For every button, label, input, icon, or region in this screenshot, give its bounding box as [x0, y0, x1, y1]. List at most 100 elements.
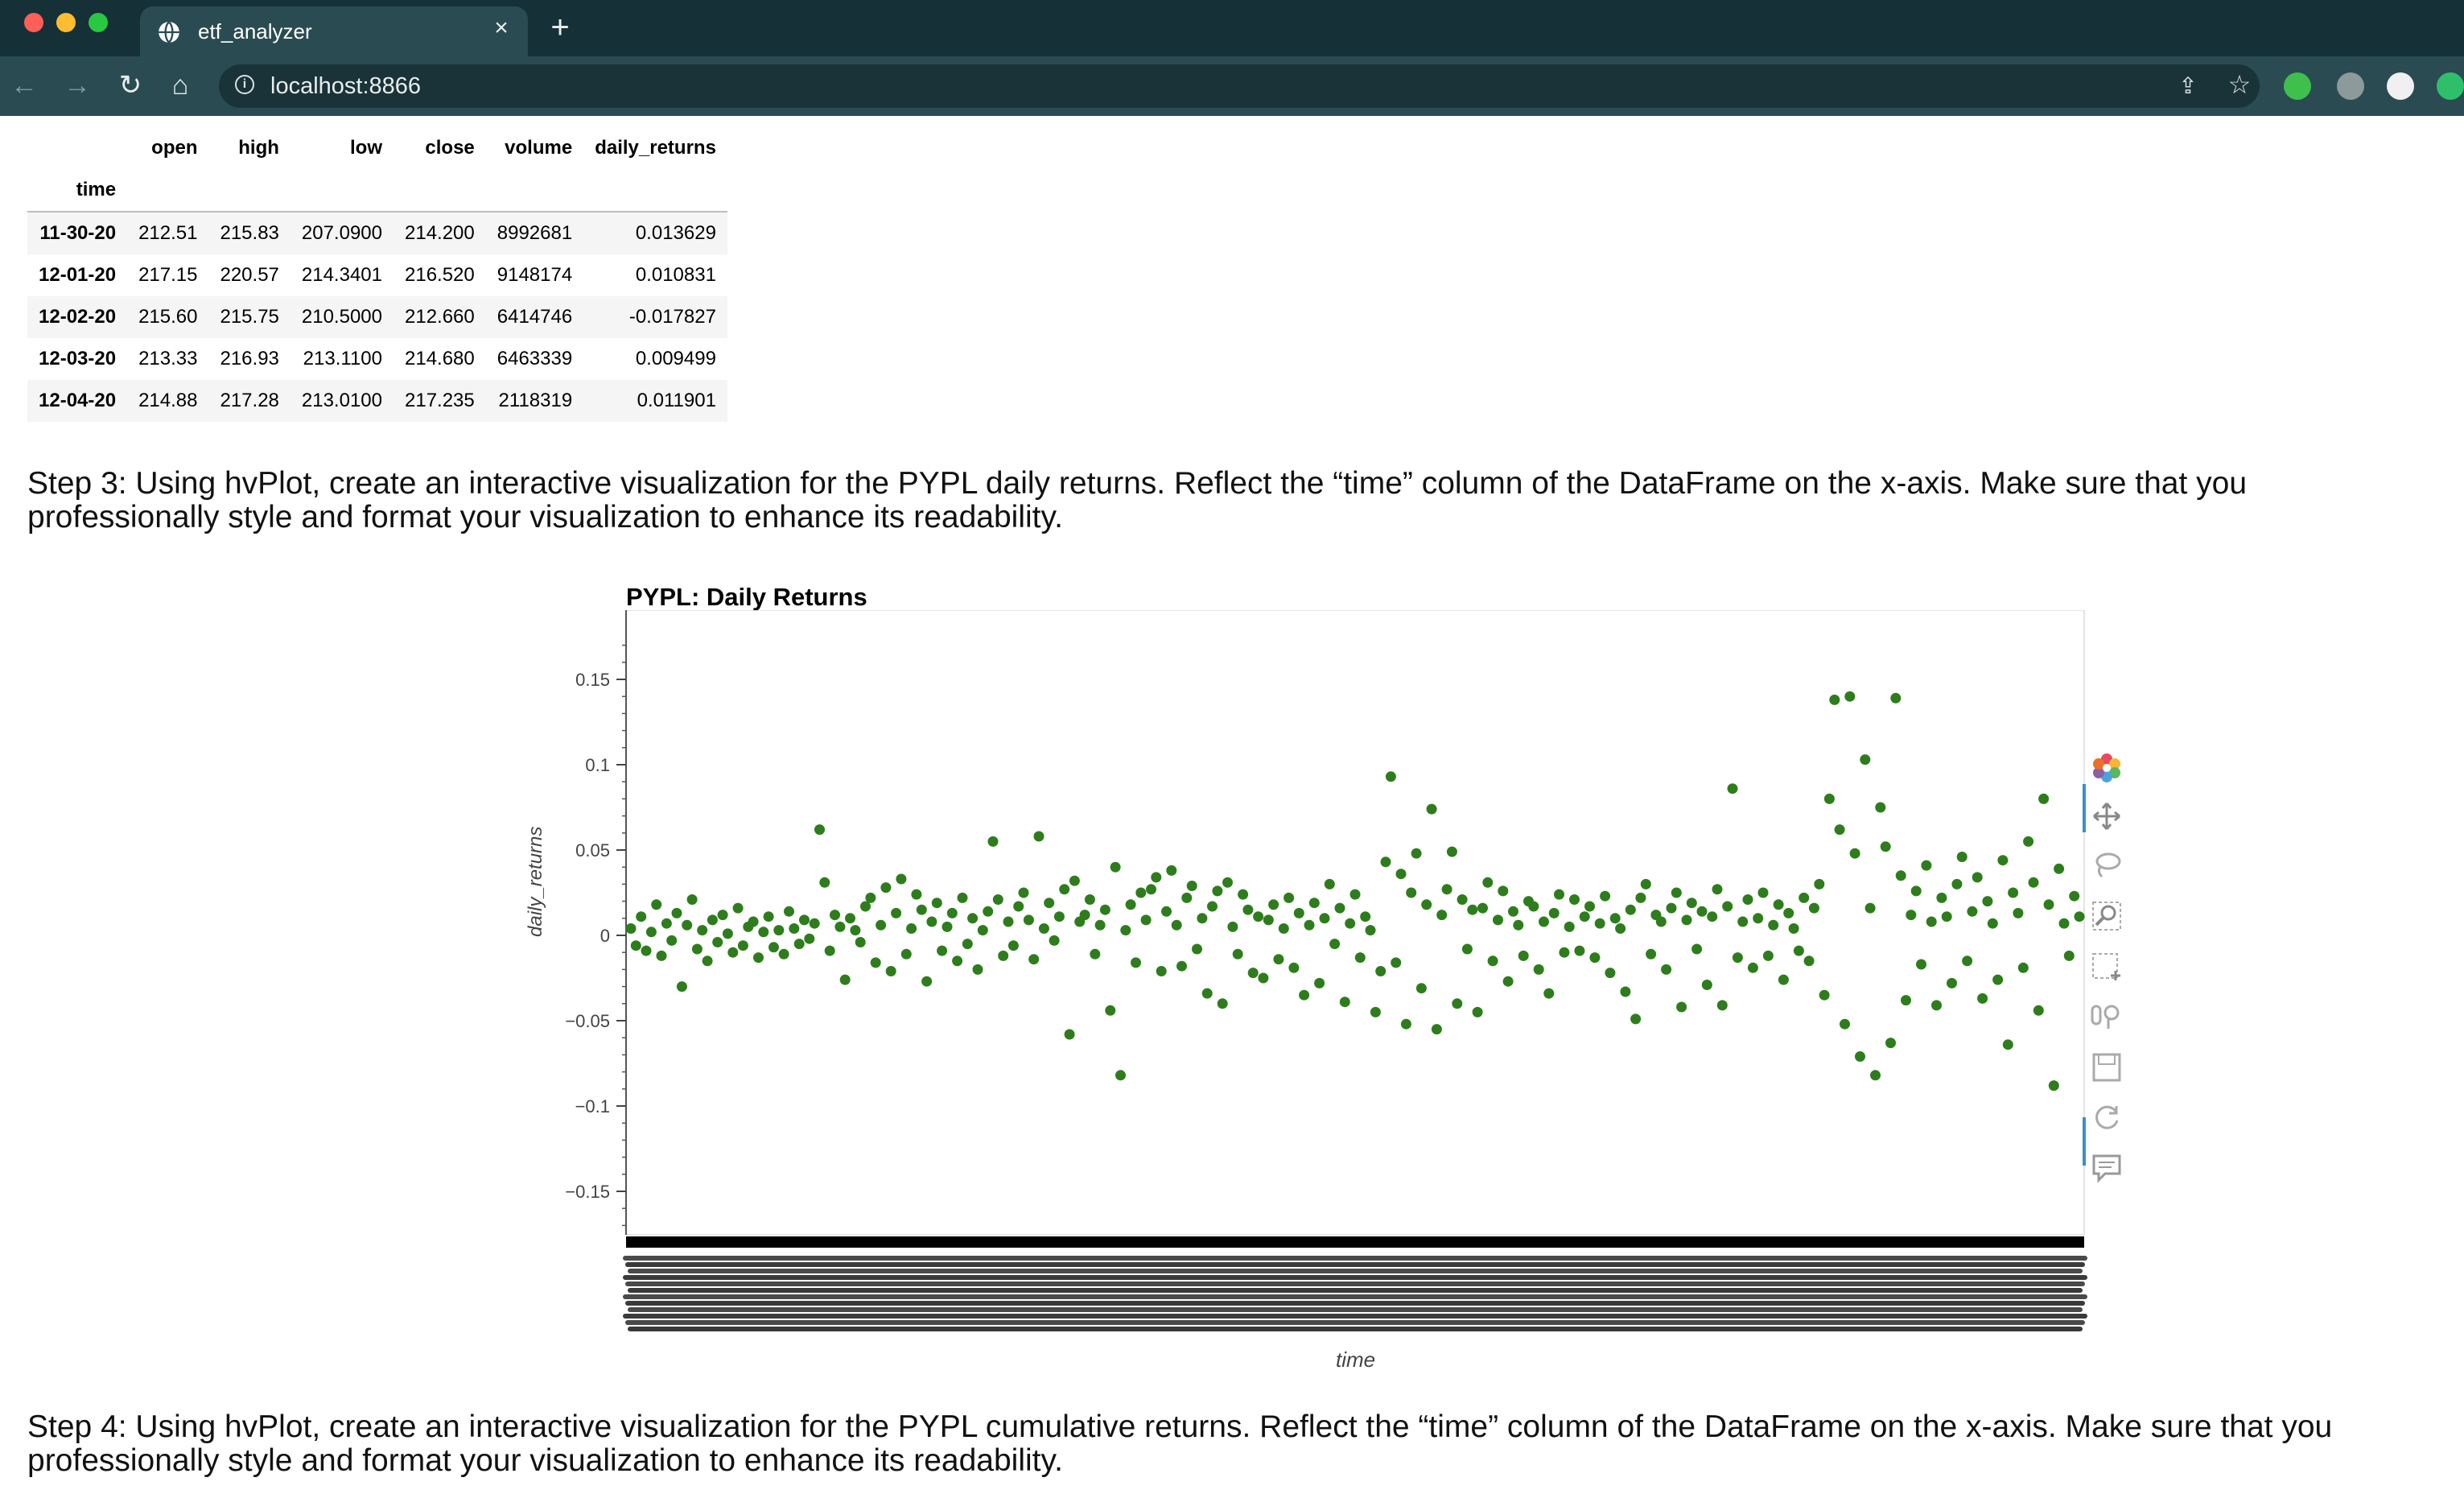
data-point: [1365, 925, 1376, 936]
new-tab-button[interactable]: +: [550, 10, 570, 45]
data-point: [1339, 997, 1350, 1008]
back-icon[interactable]: ←: [10, 70, 38, 101]
data-point: [682, 919, 693, 931]
data-point: [1543, 988, 1555, 999]
data-point: [1926, 916, 1937, 927]
save-icon[interactable]: [2089, 1050, 2124, 1085]
data-point: [1151, 872, 1162, 883]
data-point: [717, 910, 728, 921]
table-cell-close: 212.660: [405, 306, 475, 328]
hover-icon[interactable]: [2089, 1149, 2124, 1185]
box-select-icon[interactable]: [2089, 948, 2124, 984]
extension-gray-icon[interactable]: [2337, 72, 2364, 100]
info-icon[interactable]: i: [235, 75, 254, 94]
browser-tab[interactable]: etf_analyzer ×: [140, 6, 528, 56]
data-point: [1140, 914, 1152, 926]
bookmark-star-icon[interactable]: ☆: [2227, 70, 2252, 99]
lasso-select-icon[interactable]: [2089, 848, 2124, 884]
share-icon[interactable]: ⇪: [2178, 73, 2198, 98]
data-point: [1849, 848, 1860, 859]
data-point: [1855, 1051, 1865, 1062]
data-point: [1415, 983, 1427, 994]
table-cell-volume: 9148174: [497, 264, 573, 286]
reset-icon[interactable]: [2089, 1100, 2124, 1135]
table-cell-daily-returns: 0.009499: [635, 348, 716, 369]
data-point: [1084, 894, 1095, 905]
maximize-window-button[interactable]: [89, 13, 108, 32]
x-tick-labels-overlap: [628, 1327, 2083, 1331]
data-point: [1493, 914, 1503, 926]
data-point: [1666, 902, 1677, 914]
data-point: [1345, 918, 1356, 929]
data-point: [1299, 989, 1310, 1001]
data-point: [1620, 986, 1631, 997]
data-point: [722, 928, 733, 939]
table-cell-high: 220.57: [220, 264, 279, 286]
x-tick-band: [626, 1236, 2084, 1248]
data-point: [1875, 802, 1886, 813]
grammarly-icon[interactable]: [2437, 72, 2464, 100]
data-point: [1099, 904, 1110, 915]
data-point: [1329, 939, 1341, 950]
table-cell-close: 214.680: [405, 348, 475, 369]
address-bar[interactable]: i localhost:8866 ⇪ ☆: [219, 64, 2260, 108]
data-point: [1053, 911, 1065, 922]
data-point: [1569, 894, 1580, 905]
data-point: [1513, 919, 1524, 931]
table-cell-high: 215.75: [220, 306, 279, 328]
chart-title: PYPL: Daily Returns: [626, 583, 867, 611]
data-point: [1131, 957, 1141, 968]
data-point: [773, 925, 785, 936]
data-point: [2002, 1039, 2013, 1050]
box-zoom-icon[interactable]: [2089, 898, 2124, 934]
data-point: [1814, 878, 1825, 889]
data-point: [957, 892, 968, 903]
globe-icon: [159, 21, 179, 43]
data-point: [931, 898, 942, 909]
home-icon[interactable]: ⌂: [171, 70, 189, 101]
data-point: [1681, 914, 1692, 926]
bokeh-logo-icon[interactable]: [2089, 750, 2124, 786]
table-row: 12-02-20 215.60 215.75 210.5000 212.660 64147…: [27, 296, 727, 338]
data-point: [727, 947, 739, 958]
reload-icon[interactable]: ↻: [118, 70, 142, 101]
extension-face-icon[interactable]: [2387, 72, 2414, 100]
data-point: [1671, 887, 1682, 898]
data-point: [1079, 910, 1090, 921]
data-point: [880, 882, 892, 894]
data-point: [2069, 890, 2080, 902]
forward-icon[interactable]: →: [64, 70, 91, 101]
data-point: [1630, 1013, 1642, 1025]
data-point: [1661, 964, 1672, 975]
data-point: [916, 904, 927, 915]
data-point: [1212, 885, 1223, 897]
data-point: [972, 964, 983, 975]
data-point: [1487, 955, 1498, 967]
close-window-button[interactable]: [24, 13, 43, 32]
data-point: [1880, 841, 1891, 852]
data-point: [1982, 896, 1993, 907]
wheel-zoom-icon[interactable]: [2089, 998, 2124, 1034]
table-cell-volume: 8992681: [497, 222, 573, 244]
close-tab-icon[interactable]: ×: [494, 14, 509, 41]
data-point: [1941, 911, 1952, 922]
minimize-window-button[interactable]: [56, 13, 76, 32]
scatter-chart[interactable]: 0.15 0.1 0.05 0 −0.05 −0.1 −0.15: [523, 610, 2092, 1343]
data-point: [1293, 907, 1304, 918]
extension-green-icon[interactable]: [2284, 72, 2311, 100]
data-point: [1860, 754, 1871, 766]
data-point: [748, 916, 759, 927]
column-header-row: open high low close volume daily_returns: [27, 127, 727, 169]
table-cell-daily-returns: 0.013629: [635, 222, 716, 244]
pan-icon[interactable]: [2089, 799, 2124, 834]
table-cell-volume: 6414746: [497, 306, 573, 328]
data-point: [1186, 881, 1197, 891]
column-header: close: [425, 137, 475, 159]
data-point: [911, 889, 922, 900]
data-point: [1921, 860, 1932, 871]
data-point: [1793, 945, 1804, 956]
data-point: [636, 911, 647, 922]
data-point: [1972, 872, 1983, 883]
data-point: [1829, 694, 1840, 705]
data-point: [1278, 923, 1289, 934]
